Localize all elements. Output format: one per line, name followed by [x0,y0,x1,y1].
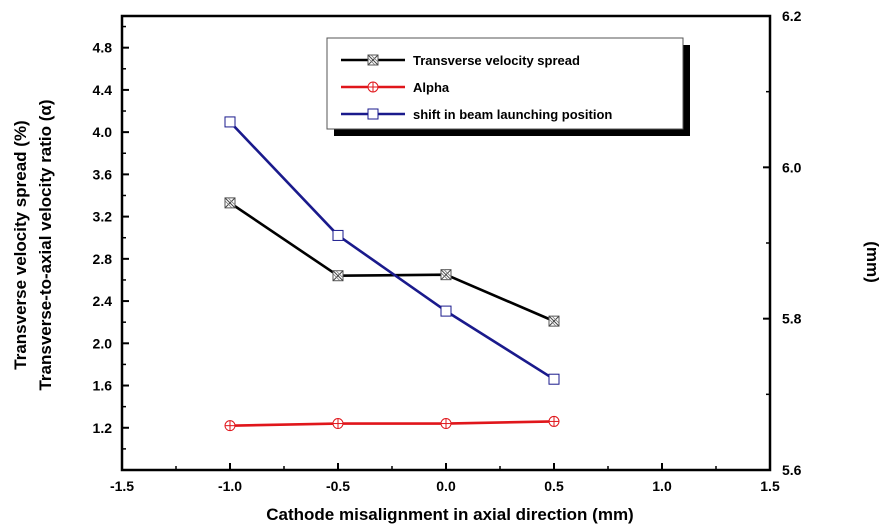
series-line-0 [229,201,555,323]
x-tick-label: 0.5 [544,478,564,494]
x-tick-label: -1.0 [218,478,242,494]
y-tick-label: 2.4 [93,293,113,309]
axis-ticks: -1.5 -1.0 -0.5 0.0 0.5 1.0 1.5 1.2 1.6 2.0 2.4 2.8 3… [93,8,802,494]
legend-marker [367,81,379,93]
x-tick-label: 0.0 [436,478,456,494]
y-tick-label: 3.6 [93,166,113,182]
y-tick-label: 2.0 [93,335,113,351]
x-tick-label: 1.0 [652,478,672,494]
y-tick-label: 4.4 [93,82,113,98]
legend-label: Alpha [413,80,450,95]
data-point-0 [332,270,344,282]
y-tick-label: 4.0 [93,124,113,140]
data-point-0 [440,269,452,281]
data-point-1 [548,415,560,427]
data-point-2 [332,229,344,241]
y-tick-label: 1.2 [93,420,113,436]
data-point-1 [440,418,452,430]
series-line-1 [229,420,555,427]
y-axis-title-line1: Transverse velocity spread (%) [11,120,30,369]
y-tick-label: 2.8 [93,251,113,267]
data-point-2 [440,305,452,317]
legend-marker [367,108,379,120]
data-point-0 [548,315,560,327]
y-tick-label: 4.8 [93,40,113,56]
y2-axis-title: (mm) [863,241,882,283]
data-point-2 [548,373,560,385]
y2-tick-label: 6.2 [782,8,802,24]
y-axis-title-line2: Transverse-to-axial velocity ratio (α) [36,99,55,390]
data-series [224,116,560,432]
y2-tick-label: 5.8 [782,311,802,327]
x-axis-title: Cathode misalignment in axial direction … [266,505,633,524]
legend-marker [367,54,379,66]
x-tick-label: -1.5 [110,478,134,494]
data-point-2 [224,116,236,128]
data-point-1 [332,418,344,430]
x-tick-label: 1.5 [760,478,780,494]
legend-label: shift in beam launching position [413,107,612,122]
series-line-2 [229,121,555,381]
legend: Transverse velocity spread Alpha shift in … [326,37,690,136]
legend-label: Transverse velocity spread [413,53,580,68]
y-tick-label: 3.2 [93,209,113,225]
y2-tick-label: 5.6 [782,462,802,478]
y2-tick-label: 6.0 [782,159,802,175]
data-point-1 [224,420,236,432]
x-tick-label: -0.5 [326,478,350,494]
data-point-0 [224,197,236,209]
y-tick-label: 1.6 [93,378,113,394]
